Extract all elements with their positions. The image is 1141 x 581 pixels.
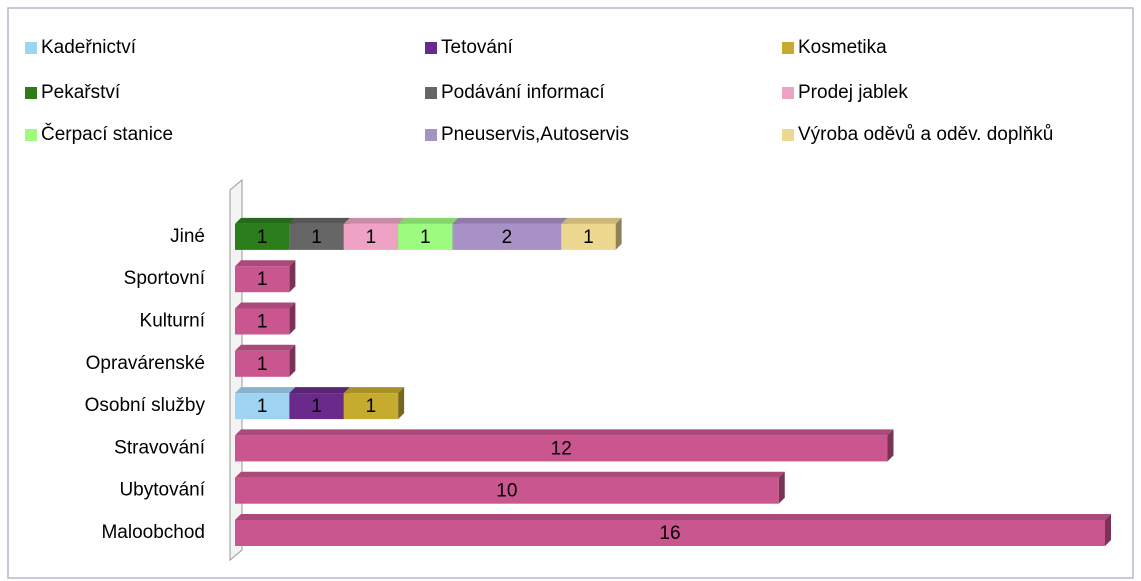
bar-side [887, 429, 894, 462]
legend-label: Kadeřnictví [41, 37, 137, 58]
legend-swatch [425, 42, 437, 54]
bar [235, 223, 290, 250]
bar [235, 308, 290, 335]
bar-top [235, 302, 296, 309]
data-label: 10 [496, 481, 517, 502]
bar-top [235, 260, 296, 267]
data-label: 16 [659, 523, 680, 544]
bar-side [615, 217, 622, 250]
bar-top [235, 471, 785, 478]
bar [343, 223, 399, 250]
data-label: 1 [366, 396, 377, 417]
y-tick-label: Sportovní [124, 268, 206, 289]
bar [235, 350, 290, 377]
bar-top [452, 217, 568, 224]
legend-swatch [782, 87, 794, 99]
legend-swatch [425, 87, 437, 99]
bar-top [343, 217, 405, 224]
data-label: 12 [551, 438, 572, 459]
bar [289, 393, 344, 420]
bar [235, 520, 1105, 546]
bar-top [398, 217, 459, 224]
bar-side [289, 302, 296, 335]
data-label: 1 [311, 227, 322, 248]
data-label: 2 [502, 227, 513, 248]
legend-label: Tetování [441, 37, 514, 58]
data-label: 1 [311, 396, 322, 417]
y-tick-label: Stravování [114, 437, 206, 458]
bar-top [561, 217, 622, 224]
legend-swatch [25, 129, 37, 141]
legend-label: Pekařství [41, 82, 121, 103]
bar-top [289, 217, 350, 224]
bar-side [398, 387, 405, 420]
legend-swatch [425, 129, 437, 141]
y-tick-label: Opravárenské [86, 353, 205, 374]
bar-side [1105, 514, 1111, 546]
legend-swatch [25, 42, 37, 54]
legend-label: Pneuservis,Autoservis [441, 124, 629, 145]
y-tick-label: Ubytování [119, 480, 205, 501]
bar-top [235, 344, 296, 351]
bar [561, 223, 616, 250]
bar [235, 266, 290, 293]
data-label: 1 [257, 396, 268, 417]
legend-swatch [782, 42, 794, 54]
data-label: 1 [583, 227, 594, 248]
bar [398, 223, 453, 250]
bar [343, 393, 399, 420]
legend-label: Čerpací stanice [41, 123, 173, 145]
y-tick-label: Kulturní [140, 311, 206, 332]
legend-label: Výroba oděvů a oděv. doplňků [798, 124, 1053, 145]
y-tick-label: Osobní služby [85, 395, 206, 416]
bar [235, 393, 290, 420]
legend-swatch [25, 87, 37, 99]
bar-top [343, 387, 405, 394]
legend-label: Kosmetika [798, 37, 887, 58]
legend-label: Prodej jablek [798, 82, 908, 103]
legend-swatch [782, 129, 794, 141]
data-label: 1 [420, 227, 431, 248]
bar [289, 223, 344, 250]
bar-side [289, 344, 296, 377]
bar-top [235, 387, 296, 394]
bar-top [235, 514, 1111, 520]
bar [452, 223, 562, 250]
data-label: 1 [257, 354, 268, 375]
data-label: 1 [257, 227, 268, 248]
data-label: 1 [366, 227, 377, 248]
data-label: 1 [257, 312, 268, 333]
bar-side [289, 260, 296, 293]
bar-top [289, 387, 350, 394]
bar [235, 435, 888, 462]
data-label: 1 [257, 269, 268, 290]
legend-label: Podávání informací [441, 82, 605, 103]
bar-top [235, 217, 296, 224]
y-tick-label: Jiné [170, 226, 205, 247]
bar-side [778, 471, 785, 504]
y-tick-label: Maloobchod [101, 522, 205, 543]
bar-top [235, 429, 894, 436]
bar [235, 477, 779, 504]
